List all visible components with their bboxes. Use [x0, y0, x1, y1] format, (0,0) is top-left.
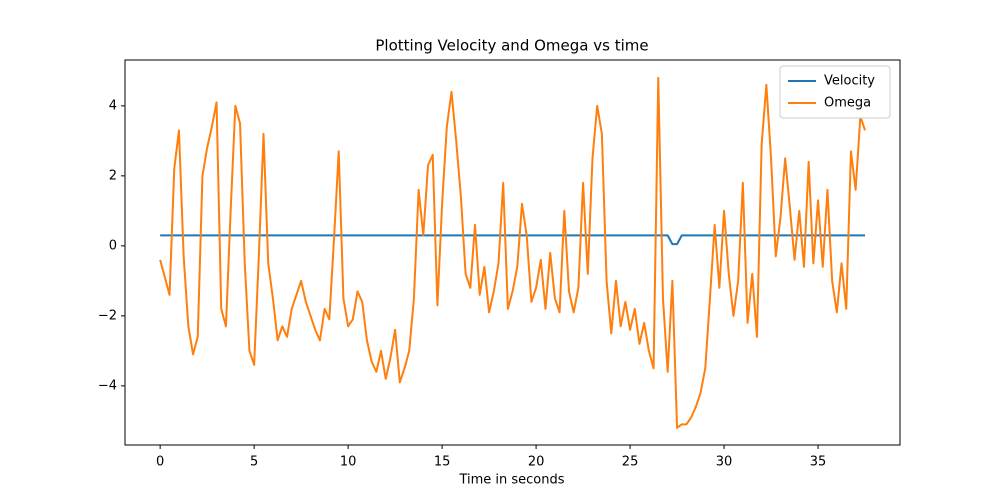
y-tick-label: 2 [109, 168, 117, 183]
legend-label: Omega [824, 96, 871, 111]
x-tick-label: 0 [156, 455, 164, 470]
series-line [159, 76, 866, 429]
legend-box [779, 65, 891, 119]
plot-frame [124, 59, 901, 446]
series-line [160, 234, 866, 246]
x-tick-label: 25 [622, 455, 639, 470]
y-tick-label: −4 [98, 378, 117, 393]
x-tick-label: 15 [434, 455, 451, 470]
legend-label: Velocity [824, 74, 875, 89]
y-tick-label: 0 [109, 238, 117, 253]
x-axis-label: Time in seconds [458, 473, 564, 488]
x-tick-label: 20 [528, 455, 545, 470]
y-tick-label: 4 [109, 98, 117, 113]
x-tick-label: 5 [250, 455, 258, 470]
x-tick-label: 30 [716, 455, 733, 470]
x-tick-label: 10 [340, 455, 357, 470]
x-tick-label: 35 [810, 455, 827, 470]
y-tick-label: −2 [98, 308, 117, 323]
legend: Velocity Omega [779, 65, 891, 119]
chart-title: Plotting Velocity and Omega vs time [375, 37, 648, 55]
